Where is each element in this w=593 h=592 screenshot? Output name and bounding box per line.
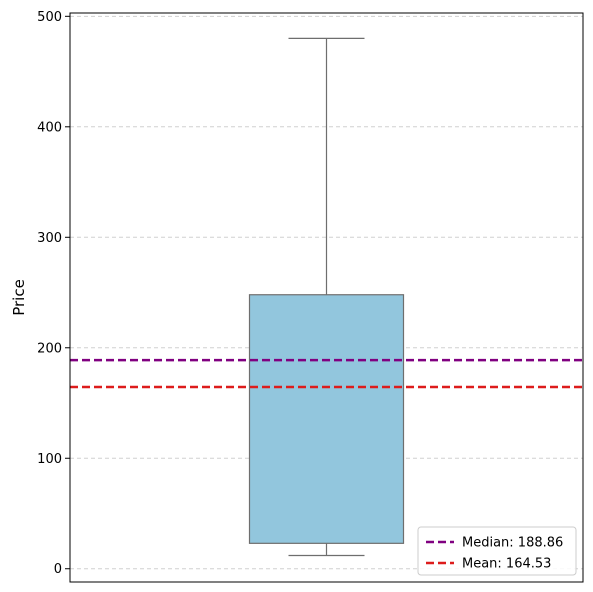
- legend-entry: Mean: 164.53: [462, 557, 551, 572]
- y-tick-label: 500: [37, 10, 62, 25]
- box-plot: [248, 37, 405, 557]
- legend: Median: 188.86 Mean: 164.53: [417, 526, 577, 576]
- y-tick-label: 0: [54, 562, 62, 577]
- reference-lines: [70, 358, 583, 389]
- legend-box: [417, 526, 577, 576]
- y-tick-label: 300: [37, 231, 62, 246]
- box-iqr: [248, 294, 405, 544]
- y-axis-label: Price: [10, 279, 28, 316]
- y-tick-label: 200: [37, 341, 62, 356]
- y-axis: 0 100 200 300 400 500: [37, 10, 70, 577]
- y-tick-label: 100: [37, 452, 62, 467]
- legend-entry: Median: 188.86: [462, 536, 563, 551]
- plot-frame: [69, 12, 584, 583]
- y-tick-label: 400: [37, 120, 62, 135]
